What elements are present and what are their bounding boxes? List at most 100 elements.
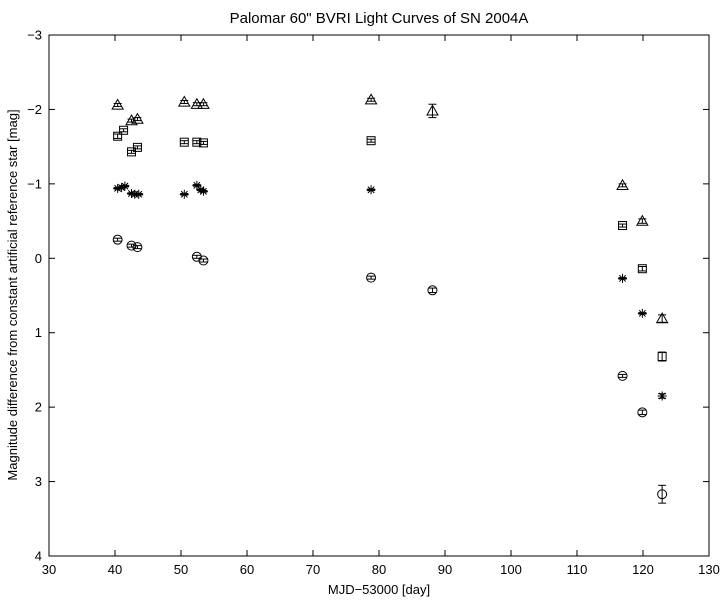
error-bar: [618, 223, 627, 228]
error-bar: [133, 145, 142, 150]
error-bar: [119, 128, 128, 133]
asterisk-shape: [618, 273, 628, 283]
asterisk-marker: [657, 391, 667, 401]
error-bar: [180, 140, 189, 145]
triangle-marker: [111, 98, 125, 110]
square-shape: [119, 125, 129, 135]
square-marker: [113, 131, 123, 141]
x-tick-label: 80: [372, 562, 386, 577]
asterisk-marker: [179, 189, 189, 199]
y-tick-label: −2: [27, 102, 42, 117]
asterisk-shape: [196, 185, 206, 195]
circle-marker: [657, 489, 668, 500]
square-marker: [366, 136, 376, 146]
asterisk-marker: [618, 273, 628, 283]
asterisk-marker: [120, 181, 130, 191]
triangle-shape: [111, 98, 125, 110]
y-tick-label: 3: [35, 474, 42, 489]
asterisk-shape: [366, 185, 376, 195]
error-bar: [638, 218, 647, 224]
x-tick-label: 30: [42, 562, 56, 577]
square-shape: [132, 142, 142, 152]
x-tick-label: 110: [567, 562, 588, 577]
triangle-shape: [635, 214, 649, 226]
square-marker: [132, 142, 142, 152]
square-marker: [119, 125, 129, 135]
circle-marker: [366, 272, 377, 283]
y-tick-label: 2: [35, 400, 42, 415]
circle-shape: [112, 234, 123, 245]
triangle-marker: [364, 93, 378, 105]
plot-frame: [48, 34, 710, 557]
x-tick-label: 100: [500, 562, 522, 577]
x-tick-label: 70: [306, 562, 320, 577]
error-bar: [199, 140, 208, 145]
square-shape: [366, 136, 376, 146]
square-shape: [179, 137, 189, 147]
triangle-shape: [177, 95, 191, 107]
x-tick-label: 120: [632, 562, 654, 577]
square-marker: [618, 221, 628, 231]
asterisk-shape: [134, 189, 144, 199]
x-tick-label: 50: [174, 562, 188, 577]
square-marker: [198, 138, 208, 148]
y-tick-label: 1: [35, 325, 42, 340]
error-bar: [199, 258, 208, 263]
error-bar: [638, 265, 647, 272]
triangle-marker: [190, 97, 204, 109]
square-shape: [192, 137, 202, 147]
circle-shape: [617, 370, 628, 381]
error-bar: [367, 275, 376, 280]
asterisk-shape: [117, 183, 127, 193]
square-marker: [657, 352, 667, 362]
asterisk-marker: [366, 185, 376, 195]
x-tick-label: 130: [698, 562, 720, 577]
asterisk-marker: [637, 308, 647, 318]
x-tick-label: 60: [240, 562, 254, 577]
circle-shape: [132, 242, 143, 253]
error-bar: [638, 409, 647, 416]
asterisk-marker: [198, 186, 208, 196]
x-tick-label: 40: [108, 562, 122, 577]
y-tick-label: 0: [35, 251, 42, 266]
asterisk-shape: [179, 189, 189, 199]
asterisk-marker: [192, 180, 202, 190]
error-bar: [127, 149, 136, 154]
x-axis-label: MJD−53000 [day]: [328, 582, 430, 597]
y-tick-label: −3: [27, 28, 42, 43]
triangle-marker: [616, 178, 629, 190]
square-shape: [618, 221, 628, 231]
triangle-shape: [190, 97, 204, 109]
circle-shape: [366, 272, 377, 283]
error-bar: [428, 287, 437, 294]
triangle-shape: [616, 178, 629, 190]
circle-marker: [427, 285, 438, 296]
error-bar: [367, 138, 376, 143]
circle-marker: [198, 255, 209, 266]
triangle-marker: [635, 214, 649, 226]
x-tick-label: 90: [438, 562, 452, 577]
asterisk-marker: [134, 189, 144, 199]
axis-ticks: [48, 34, 710, 557]
triangle-marker: [131, 112, 144, 124]
y-tick-labels: −3 −2 −1 0 1 2 3 4: [27, 28, 42, 564]
square-marker: [637, 264, 647, 274]
error-bar: [113, 237, 122, 242]
square-shape: [198, 138, 208, 148]
square-marker: [192, 137, 202, 147]
asterisk-shape: [198, 186, 208, 196]
x-tick-labels: 30 40 50 60 70 80 90 100 110 120 130: [42, 562, 720, 577]
error-bar: [133, 245, 142, 250]
triangle-marker: [197, 97, 210, 109]
triangle-shape: [655, 312, 669, 324]
square-shape: [657, 352, 667, 362]
triangle-shape: [426, 104, 439, 116]
triangle-marker: [177, 95, 191, 107]
square-shape: [637, 264, 647, 274]
data-markers: [111, 93, 669, 504]
y-axis-label: Magnitude difference from constant artif…: [5, 109, 20, 480]
square-shape: [113, 131, 123, 141]
triangle-shape: [197, 97, 210, 109]
error-bar: [618, 373, 627, 378]
